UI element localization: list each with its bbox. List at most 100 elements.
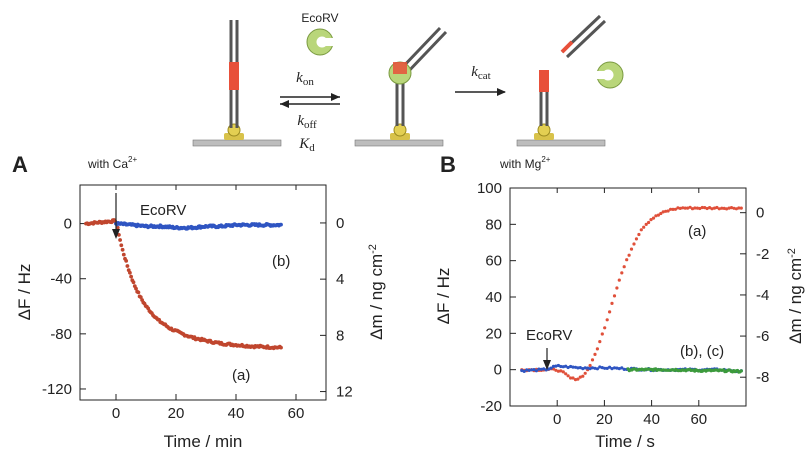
data-point: [605, 366, 609, 370]
data-point: [649, 218, 653, 222]
data-point: [659, 211, 663, 216]
data-point: [556, 363, 561, 368]
data-point: [525, 368, 529, 372]
data-point: [717, 207, 721, 211]
data-point: [647, 220, 651, 225]
y2-tick-label: 12: [336, 384, 353, 401]
data-point: [664, 209, 668, 213]
data-point: [629, 247, 634, 251]
x-tick-label: 60: [288, 405, 305, 422]
data-point: [549, 366, 553, 370]
data-point: [583, 371, 587, 375]
y-tick-label: 60: [485, 253, 502, 270]
data-point: [603, 366, 607, 370]
data-point: [551, 367, 556, 371]
data-point: [669, 207, 673, 211]
data-point: [654, 214, 658, 218]
data-point: [688, 205, 692, 209]
scheme: EcoRV kon koff Kd kcat: [192, 11, 624, 154]
data-point: [686, 206, 690, 210]
data-point: [573, 378, 578, 382]
data-point: [698, 206, 702, 211]
y-tick-label: 20: [485, 325, 502, 342]
series-label-b: (b): [272, 253, 290, 270]
data-point: [588, 363, 592, 368]
data-point: [637, 232, 641, 237]
data-point: [125, 264, 130, 268]
data-point: [651, 216, 656, 220]
data-point: [595, 347, 600, 351]
y-tick-label: 0: [494, 362, 502, 379]
data-point: [569, 376, 573, 380]
x-tick-label: 20: [168, 405, 185, 422]
y-tick-label: -40: [50, 271, 72, 288]
data-point: [124, 259, 129, 263]
released-fragment-2: [565, 19, 607, 59]
data-point: [600, 332, 604, 336]
data-point: [656, 213, 661, 217]
data-point: [576, 366, 580, 370]
x-tick-label: 60: [690, 411, 707, 428]
data-point: [708, 206, 712, 210]
y-tick-label: 80: [485, 216, 502, 233]
y-tick-label: 0: [64, 216, 72, 233]
plot-frame: [509, 187, 747, 407]
data-point: [586, 366, 590, 370]
series-label-a: (a): [688, 223, 706, 240]
y-tick-label: -20: [480, 398, 502, 415]
data-point: [561, 370, 565, 374]
sensor-surface: [354, 139, 444, 147]
data-point: [610, 367, 614, 371]
x-axis-label: Time / s: [595, 432, 655, 451]
data-point: [595, 367, 600, 371]
data-point: [690, 207, 695, 211]
y-axis-label-right: Δm / ng cm-2: [786, 248, 805, 344]
released-fragment-end: [560, 40, 574, 54]
y-tick-label: -120: [42, 381, 72, 398]
data-point: [620, 366, 624, 370]
data-point: [622, 265, 626, 269]
data-point: [712, 206, 717, 210]
koff-label: koff: [297, 113, 317, 131]
annotation-arrowhead: [543, 360, 551, 370]
y2-tick-label: 8: [336, 327, 344, 344]
data-point: [676, 206, 680, 210]
data-point: [590, 366, 595, 370]
x-tick-label: 0: [112, 405, 120, 422]
data-point: [534, 369, 539, 373]
panel-b: B with Mg2+ 0 20 40 60100806040200-20-8-6-4…: [434, 152, 805, 451]
data-point: [559, 364, 563, 369]
y2-tick-label: 0: [756, 205, 764, 222]
data-point: [600, 366, 604, 370]
data-point: [527, 368, 531, 372]
data-point: [115, 225, 120, 230]
data-point: [615, 286, 619, 290]
data-point: [671, 207, 675, 211]
data-point: [703, 206, 707, 210]
data-point: [617, 367, 621, 371]
anchor-icon: [393, 123, 407, 137]
panel-letter: A: [12, 152, 28, 177]
series-2: [114, 221, 283, 231]
x-tick-label: 40: [228, 405, 245, 422]
data-point: [598, 365, 602, 369]
data-point: [537, 367, 541, 371]
y2-tick-label: -4: [756, 287, 769, 304]
series-1: [84, 218, 283, 351]
data-point: [136, 290, 141, 295]
data-point: [695, 206, 700, 210]
data-point: [578, 366, 582, 370]
x-tick-label: 20: [596, 411, 613, 428]
data-point: [583, 366, 587, 370]
data-point: [119, 243, 124, 248]
data-point: [720, 206, 724, 210]
data-point: [625, 258, 629, 262]
data-point: [710, 207, 714, 211]
dna-strand-bent-2: [402, 30, 448, 78]
data-point: [532, 368, 536, 372]
data-point: [612, 366, 617, 370]
scheme-stage-enzyme-complex: [354, 26, 448, 147]
data-point: [615, 366, 619, 370]
data-point: [700, 205, 704, 210]
